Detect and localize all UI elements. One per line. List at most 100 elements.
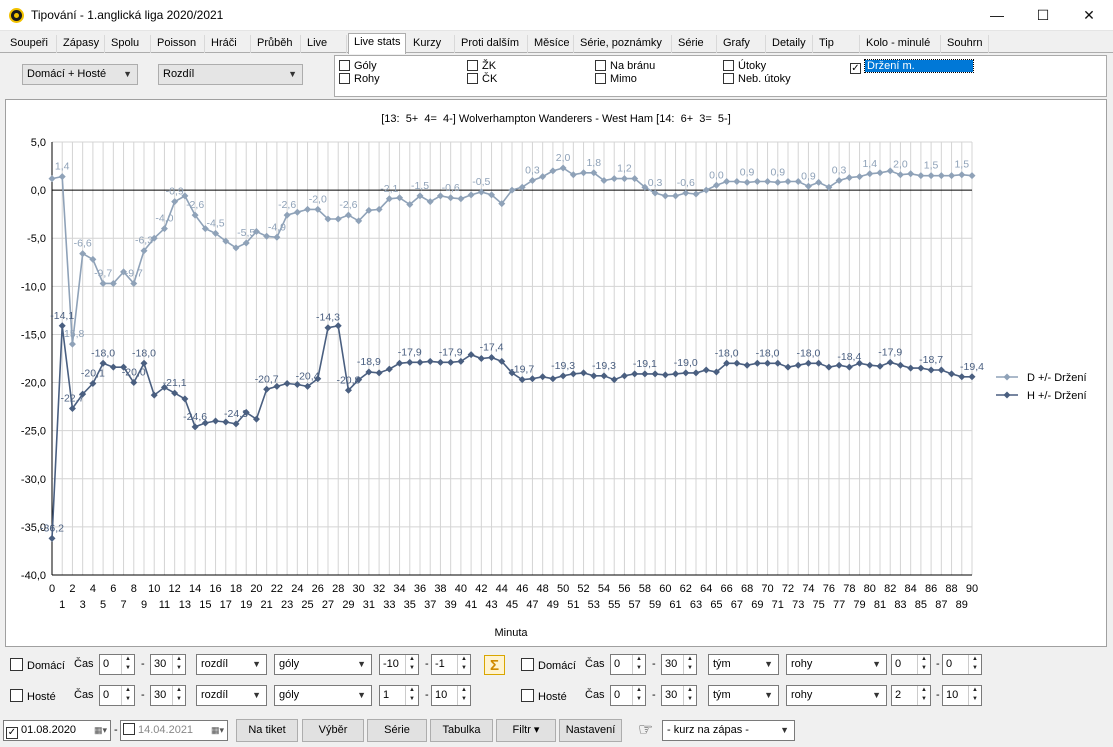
arrow-down-icon[interactable]: ▼	[687, 696, 693, 702]
arrow-up-icon[interactable]: ▲	[461, 687, 467, 693]
toolbar-button-2[interactable]: Série	[367, 719, 427, 742]
spinner-arrows[interactable]: ▲ ▼	[917, 655, 930, 674]
tab-11[interactable]: Série, poznámky	[575, 35, 672, 53]
tab-10[interactable]: Měsíce	[529, 35, 574, 53]
arrow-up-icon[interactable]: ▲	[972, 687, 978, 693]
spinner-arrows[interactable]: ▲ ▼	[457, 686, 470, 705]
arrow-up-icon[interactable]: ▲	[687, 687, 693, 693]
toolbar-button-3[interactable]: Tabulka	[430, 719, 493, 742]
arrow-up-icon[interactable]: ▲	[176, 687, 182, 693]
type-select[interactable]: rozdíl ▼	[196, 654, 267, 675]
stat-checkbox-2[interactable]: ŽK	[467, 60, 496, 73]
arrow-down-icon[interactable]: ▼	[921, 665, 927, 671]
checkbox-box[interactable]	[467, 60, 478, 71]
date-enable-checkbox[interactable]	[123, 723, 135, 735]
arrow-up-icon[interactable]: ▲	[176, 656, 182, 662]
sigma-button[interactable]: Σ	[484, 655, 505, 675]
spinner-arrows[interactable]: ▲ ▼	[632, 655, 645, 674]
arrow-down-icon[interactable]: ▼	[125, 696, 131, 702]
arrow-down-icon[interactable]: ▼	[636, 665, 642, 671]
team-filter-checkbox[interactable]: Hosté	[521, 689, 567, 703]
checkbox-box[interactable]	[339, 60, 350, 71]
arrow-down-icon[interactable]: ▼	[125, 665, 131, 671]
arrow-up-icon[interactable]: ▲	[461, 656, 467, 662]
spinner-arrows[interactable]: ▲ ▼	[405, 655, 418, 674]
close-button[interactable]: ✕	[1083, 7, 1095, 23]
arrow-down-icon[interactable]: ▼	[409, 696, 415, 702]
checkbox-box[interactable]: ✓	[850, 63, 861, 74]
date-from-field[interactable]: ✓ 01.08.2020 ▦▾	[3, 720, 111, 741]
checkbox-box[interactable]	[521, 658, 534, 671]
tab-17[interactable]: Souhrn	[942, 35, 989, 53]
spinner-arrows[interactable]: ▲ ▼	[968, 655, 981, 674]
stat-checkbox-4[interactable]: Na bránu	[595, 60, 655, 73]
min-spinner[interactable]: 0 ▲ ▼	[891, 654, 931, 675]
tab-6[interactable]: Live	[302, 35, 347, 53]
checkbox-box[interactable]	[467, 73, 478, 84]
spinner-arrows[interactable]: ▲ ▼	[172, 655, 185, 674]
checkbox-box[interactable]	[10, 658, 23, 671]
max-spinner[interactable]: -1 ▲ ▼	[431, 654, 471, 675]
date-to-field[interactable]: 14.04.2021 ▦▾	[120, 720, 228, 741]
type-select[interactable]: rozdíl ▼	[196, 685, 267, 706]
tab-16[interactable]: Kolo - minulé	[861, 35, 941, 53]
time-to-spinner[interactable]: 30 ▲ ▼	[661, 654, 697, 675]
max-spinner[interactable]: 10 ▲ ▼	[431, 685, 471, 706]
tab-7[interactable]: Live stats	[348, 33, 406, 54]
stat-checkbox-6[interactable]: Útoky	[723, 60, 766, 73]
arrow-up-icon[interactable]: ▲	[687, 656, 693, 662]
tab-15[interactable]: Tip	[814, 35, 860, 53]
arrow-down-icon[interactable]: ▼	[921, 696, 927, 702]
arrow-up-icon[interactable]: ▲	[972, 656, 978, 662]
arrow-down-icon[interactable]: ▼	[461, 665, 467, 671]
stat-select[interactable]: góly ▼	[274, 685, 372, 706]
toolbar-button-4[interactable]: Filtr ▾	[496, 719, 556, 742]
stat-checkbox-5[interactable]: Mimo	[595, 73, 637, 86]
tab-8[interactable]: Kurzy	[408, 35, 455, 53]
arrow-up-icon[interactable]: ▲	[125, 687, 131, 693]
stat-select[interactable]: rohy ▼	[786, 654, 887, 675]
stat-checkbox-3[interactable]: ČK	[467, 73, 497, 86]
team-filter-checkbox[interactable]: Domácí	[521, 658, 576, 672]
checkbox-box[interactable]	[723, 60, 734, 71]
stat-checkbox-0[interactable]: Góly	[339, 60, 377, 73]
tab-14[interactable]: Detaily	[767, 35, 813, 53]
team-select[interactable]: Domácí + Hosté ▼	[22, 64, 138, 85]
calendar-icon[interactable]: ▦▾	[93, 725, 107, 735]
spinner-arrows[interactable]: ▲ ▼	[121, 655, 134, 674]
maximize-button[interactable]: ☐	[1036, 7, 1050, 23]
checkbox-box[interactable]	[723, 73, 734, 84]
time-to-spinner[interactable]: 30 ▲ ▼	[150, 685, 186, 706]
tab-2[interactable]: Spolu	[106, 35, 151, 53]
spinner-arrows[interactable]: ▲ ▼	[632, 686, 645, 705]
max-spinner[interactable]: 10 ▲ ▼	[942, 685, 982, 706]
toolbar-button-5[interactable]: Nastavení	[559, 719, 622, 742]
arrow-up-icon[interactable]: ▲	[921, 656, 927, 662]
spinner-arrows[interactable]: ▲ ▼	[917, 686, 930, 705]
spinner-arrows[interactable]: ▲ ▼	[405, 686, 418, 705]
tab-5[interactable]: Průběh	[252, 35, 301, 53]
arrow-down-icon[interactable]: ▼	[972, 665, 978, 671]
checkbox-box[interactable]	[10, 689, 23, 702]
stat-checkbox-7[interactable]: Neb. útoky	[723, 73, 791, 86]
arrow-up-icon[interactable]: ▲	[921, 687, 927, 693]
max-spinner[interactable]: 0 ▲ ▼	[942, 654, 982, 675]
checkbox-box[interactable]	[595, 73, 606, 84]
min-spinner[interactable]: 2 ▲ ▼	[891, 685, 931, 706]
time-from-spinner[interactable]: 0 ▲ ▼	[610, 654, 646, 675]
stat-select[interactable]: rohy ▼	[786, 685, 887, 706]
time-from-spinner[interactable]: 0 ▲ ▼	[99, 685, 135, 706]
spinner-arrows[interactable]: ▲ ▼	[121, 686, 134, 705]
arrow-down-icon[interactable]: ▼	[972, 696, 978, 702]
toolbar-button-1[interactable]: Výběr	[302, 719, 364, 742]
arrow-down-icon[interactable]: ▼	[687, 665, 693, 671]
toolbar-button-0[interactable]: Na tiket	[236, 719, 298, 742]
spinner-arrows[interactable]: ▲ ▼	[968, 686, 981, 705]
time-from-spinner[interactable]: 0 ▲ ▼	[99, 654, 135, 675]
checkbox-box[interactable]	[339, 73, 350, 84]
arrow-down-icon[interactable]: ▼	[176, 696, 182, 702]
tab-0[interactable]: Soupeři	[5, 35, 57, 53]
checkbox-box[interactable]	[521, 689, 534, 702]
min-spinner[interactable]: -10 ▲ ▼	[379, 654, 419, 675]
team-filter-checkbox[interactable]: Hosté	[10, 689, 56, 703]
